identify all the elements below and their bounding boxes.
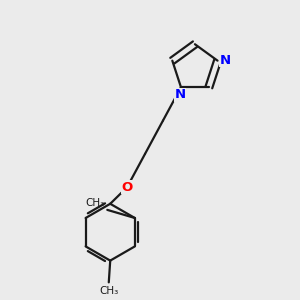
Text: O: O [122, 181, 133, 194]
Text: N: N [220, 54, 231, 67]
Text: CH₃: CH₃ [99, 286, 119, 296]
Text: N: N [175, 88, 186, 101]
Text: CH₃: CH₃ [86, 198, 105, 208]
